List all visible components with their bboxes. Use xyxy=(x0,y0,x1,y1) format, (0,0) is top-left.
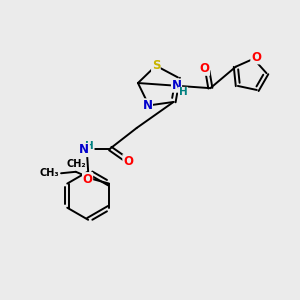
Text: H: H xyxy=(85,141,94,151)
Text: N: N xyxy=(142,99,152,112)
Text: O: O xyxy=(200,62,209,75)
Text: CH₂: CH₂ xyxy=(67,158,86,169)
Text: O: O xyxy=(82,172,93,186)
Text: O: O xyxy=(251,51,261,64)
Text: S: S xyxy=(152,58,160,72)
Text: N: N xyxy=(79,143,89,157)
Text: H: H xyxy=(178,87,188,98)
Text: N: N xyxy=(172,79,182,92)
Text: CH₃: CH₃ xyxy=(40,168,60,178)
Text: O: O xyxy=(123,155,133,168)
